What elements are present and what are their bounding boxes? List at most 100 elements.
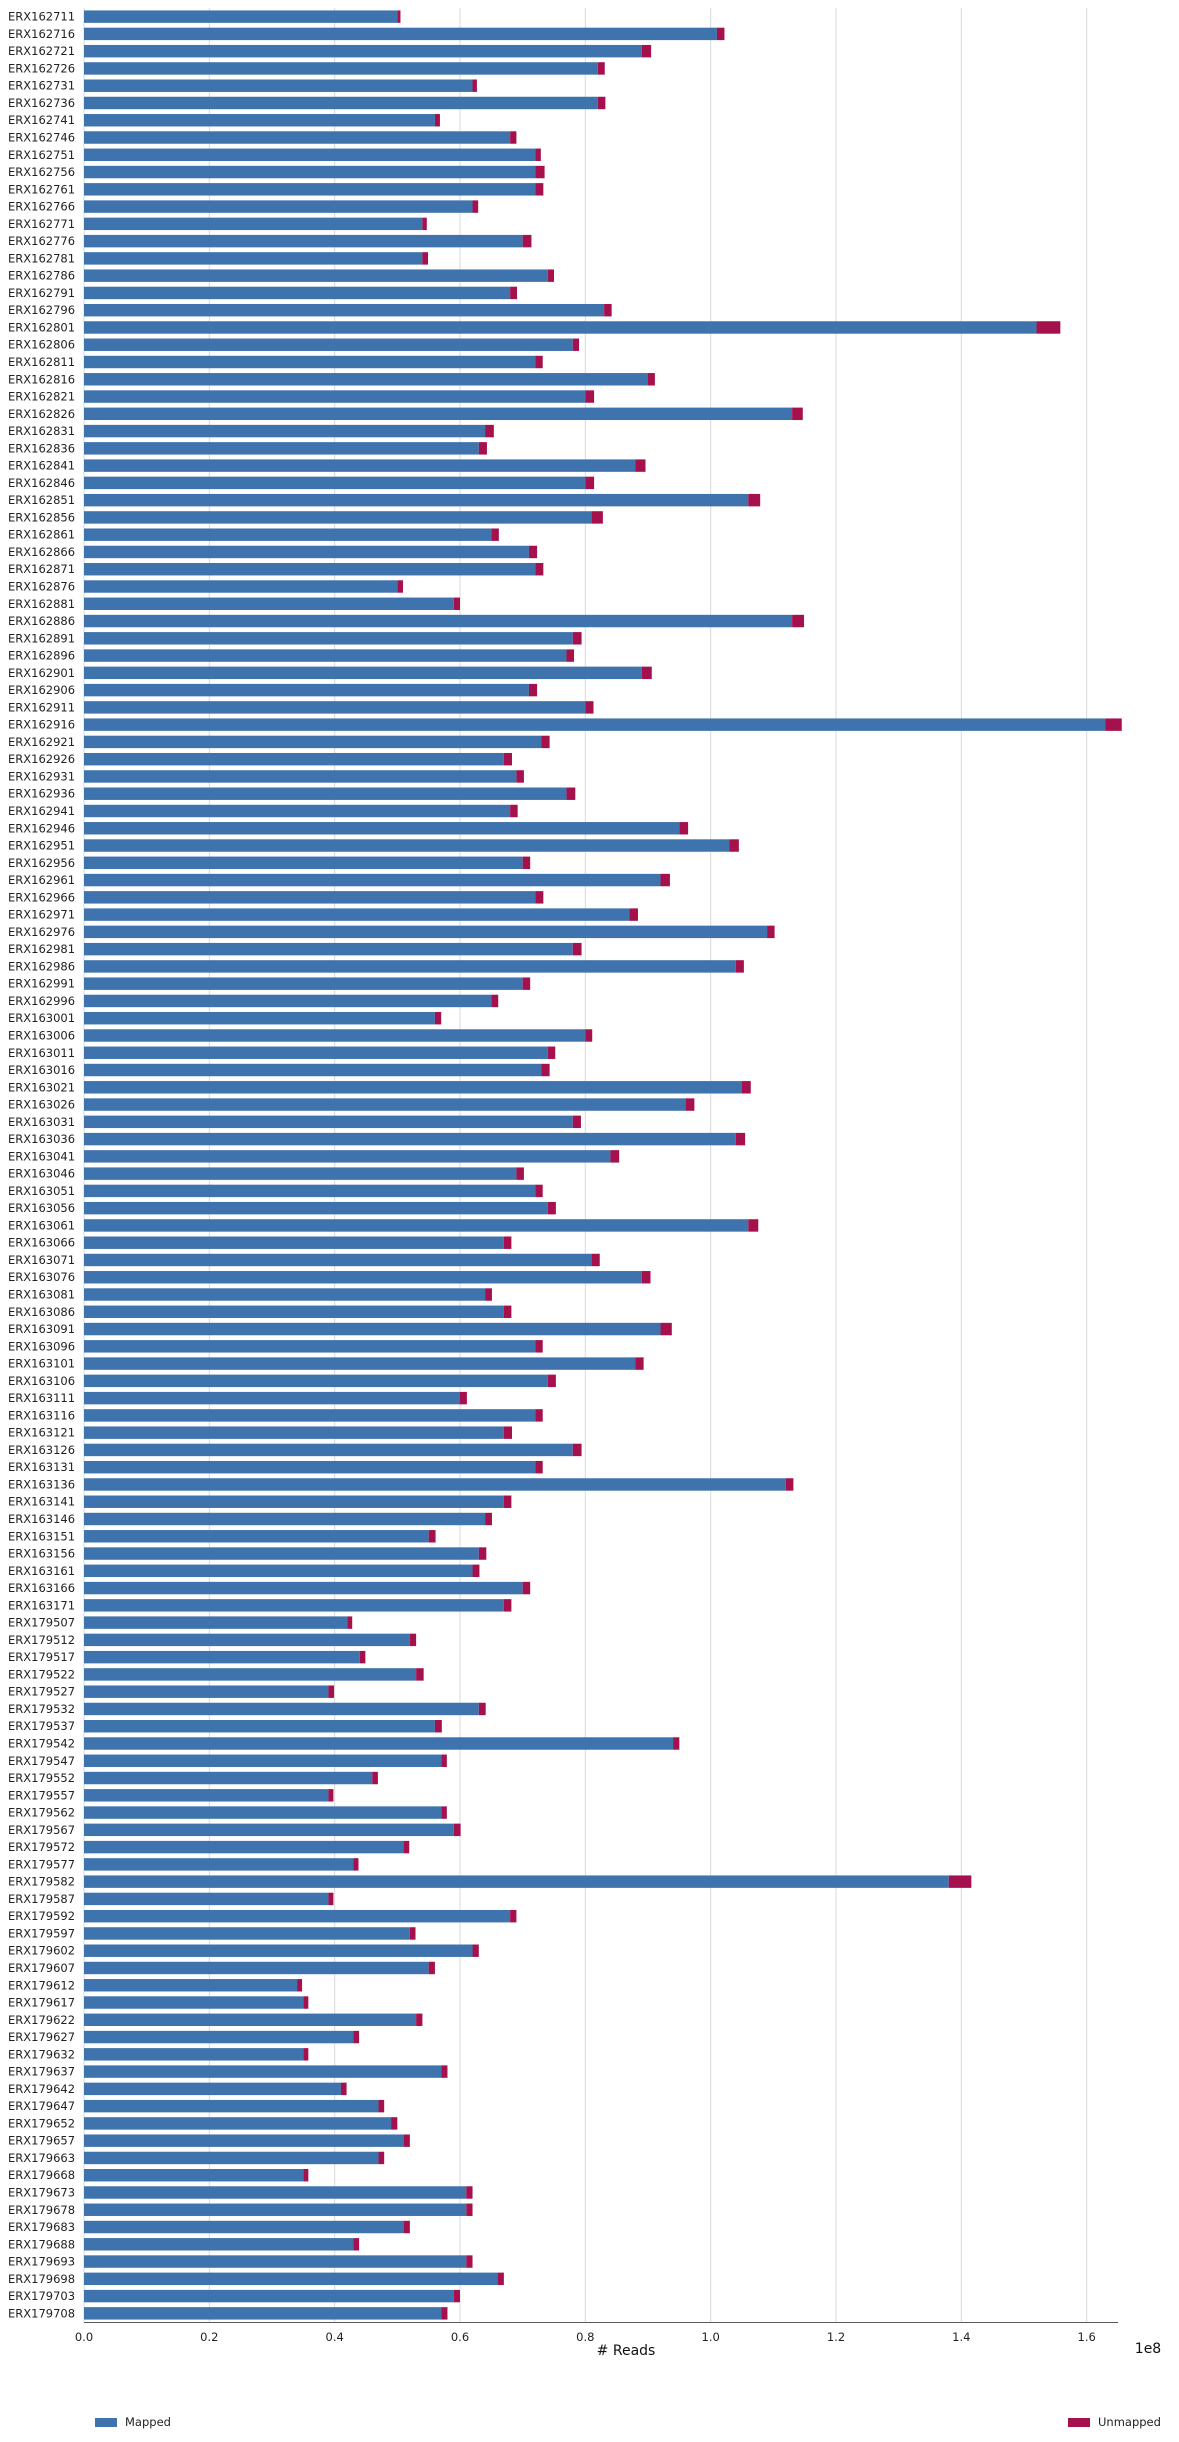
y-tick-label: ERX163121 [8,1426,75,1440]
bar-unmapped [441,2307,448,2320]
bar-mapped [84,1098,686,1111]
bar-unmapped [585,1029,593,1042]
bar-mapped [84,1650,360,1664]
bar-unmapped [303,2168,309,2182]
bar-mapped [84,666,642,680]
bar-mapped [84,2220,404,2234]
bar-unmapped [610,1150,620,1163]
bars-group [84,10,1122,2320]
bar-unmapped [547,1374,556,1388]
bar-mapped [84,165,536,179]
x-tick-labels: 0.0 0.2 0.4 0.6 0.8 1.0 1.2 1.4 1.6 [75,2330,1096,2344]
bar-mapped [84,2030,354,2044]
bar-unmapped [453,597,460,610]
bar-mapped [84,1150,611,1163]
y-tick-label: ERX179657 [8,2134,75,2148]
grid-lines [83,8,1088,2322]
y-tick-label: ERX163051 [8,1184,75,1198]
y-tick-label: ERX179678 [8,2203,75,2217]
bar-unmapped [528,683,538,697]
bar-mapped [84,2307,442,2320]
y-tick-label: ERX179592 [8,1909,75,1923]
bar-mapped [84,1771,373,1785]
y-tick-label: ERX163041 [8,1149,75,1163]
bar-mapped [84,1806,442,1819]
bar-unmapped [635,459,646,472]
bar-mapped [84,1391,460,1405]
bar-unmapped [1105,718,1122,731]
bar-unmapped [397,580,403,593]
bar-mapped [84,787,567,800]
y-tick-label: ERX179703 [8,2289,75,2303]
y-tick-label: ERX162936 [8,787,75,801]
bar-mapped [84,1668,417,1681]
bar-mapped [84,1374,548,1388]
y-tick-label: ERX179607 [8,1961,75,1975]
y-tick-label: ERX162806 [8,338,75,352]
bar-unmapped [503,1236,512,1249]
bar-unmapped [522,234,532,248]
bar-mapped [84,27,717,41]
bar-unmapped [748,493,761,507]
bar-unmapped [729,839,739,852]
bar-unmapped [535,1340,543,1353]
y-tick-label: ERX179522 [8,1667,75,1681]
y-tick-label: ERX163081 [8,1288,75,1302]
bar-mapped [84,1478,786,1491]
bar-mapped [84,1305,504,1319]
bar-mapped [84,1460,536,1474]
y-tick-label: ERX162771 [8,217,75,231]
bar-unmapped [660,1322,672,1336]
bar-mapped [84,1702,479,1716]
bar-unmapped [472,1944,479,1957]
bar-mapped [84,148,536,162]
bar-unmapped [1036,321,1061,334]
bar-unmapped [604,303,612,317]
bar-unmapped [434,1720,442,1733]
y-tick-label: ERX163006 [8,1028,75,1042]
bar-unmapped [516,1167,524,1180]
y-tick-label: ERX163011 [8,1046,75,1060]
bar-unmapped [478,442,487,455]
bar-mapped [84,286,511,300]
y-tick-label: ERX162816 [8,372,75,386]
bar-unmapped [785,1478,794,1491]
bar-unmapped [535,1460,543,1474]
bar-unmapped [472,200,479,213]
y-tick-label: ERX179647 [8,2099,75,2113]
bar-mapped [84,1737,674,1750]
bar-mapped [84,2082,341,2096]
bar-mapped [84,1564,473,1578]
bar-mapped [84,960,736,973]
bar-unmapped [535,1409,543,1422]
y-tick-labels: ERX162711 ERX162716 ERX162721 ERX162726 ERX1… [8,10,75,2321]
bar-mapped [84,770,517,783]
y-tick-label: ERX163021 [8,1080,75,1094]
y-tick-label: ERX163066 [8,1236,75,1250]
bar-mapped [84,10,398,23]
y-tick-label: ERX179632 [8,2047,75,2061]
bar-mapped [84,822,680,835]
y-tick-label: ERX162966 [8,890,75,904]
bar-mapped [84,338,573,351]
bar-unmapped [685,1098,695,1111]
bar-unmapped [485,424,494,438]
bar-mapped [84,1840,404,1854]
bar-unmapped [441,1806,447,1819]
bar-unmapped [422,217,427,231]
x-tick-label: 1.6 [1078,2330,1096,2344]
bar-mapped [84,373,648,386]
bar-mapped [84,925,768,939]
y-tick-label: ERX162711 [8,10,75,24]
y-tick-label: ERX163136 [8,1477,75,1491]
bar-unmapped [453,2289,460,2303]
bar-unmapped [441,2065,448,2078]
bar-mapped [84,1927,410,1940]
bar-unmapped [478,1547,487,1560]
y-tick-label: ERX163071 [8,1253,75,1267]
bar-unmapped [403,2134,410,2147]
bar-mapped [84,1875,949,1888]
bar-unmapped [409,1633,417,1647]
bar-unmapped [478,1702,486,1716]
y-tick-label: ERX163086 [8,1305,75,1319]
